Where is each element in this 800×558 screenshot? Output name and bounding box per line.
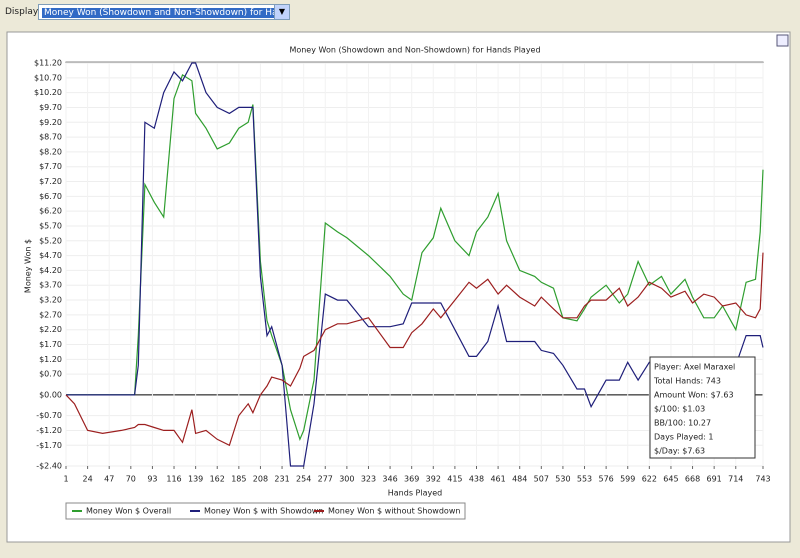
x-tick-label: 277 — [318, 475, 333, 484]
x-tick-label: 530 — [555, 475, 570, 484]
x-tick-label: 714 — [728, 475, 743, 484]
chart-title: Money Won (Showdown and Non-Showdown) fo… — [289, 46, 540, 55]
tooltip-line: Player: Axel Maraxel — [654, 363, 735, 372]
x-tick-label: 231 — [274, 475, 289, 484]
dropdown-arrow[interactable]: ▼ — [274, 5, 289, 19]
y-tick-label: $2.70 — [39, 310, 62, 319]
x-tick-label: 208 — [253, 475, 268, 484]
x-tick-label: 1 — [63, 475, 68, 484]
plot-area — [65, 61, 764, 467]
x-tick-label: 645 — [663, 475, 678, 484]
y-tick-label: -$1.20 — [36, 426, 62, 435]
legend-label: Money Won $ without Showdown — [328, 507, 460, 516]
x-tick-label: 743 — [755, 475, 770, 484]
legend-label: Money Won $ with Showdown — [204, 507, 323, 516]
tooltip-line: BB/100: 10.27 — [654, 419, 711, 428]
x-tick-label: 392 — [426, 475, 441, 484]
y-tick-label: $6.20 — [39, 207, 62, 216]
y-tick-label: $6.70 — [39, 192, 62, 201]
x-tick-label: 507 — [534, 475, 549, 484]
x-tick-label: 323 — [361, 475, 376, 484]
y-tick-label: $0.70 — [39, 370, 62, 379]
x-axis-label: Hands Played — [388, 489, 442, 498]
y-axis-label: Money Won $ — [24, 239, 33, 293]
chart: Money Won (Showdown and Non-Showdown) fo… — [6, 31, 791, 543]
x-tick-label: 70 — [126, 475, 136, 484]
y-tick-label: $4.70 — [39, 251, 62, 260]
tooltip-line: $/Day: $7.63 — [654, 447, 705, 456]
series-line — [65, 252, 764, 447]
tooltip — [649, 356, 756, 459]
x-tick-label: 116 — [166, 475, 181, 484]
x-tick-label: 691 — [707, 475, 722, 484]
series-line — [66, 73, 764, 442]
x-tick-label: 300 — [339, 475, 354, 484]
x-tick-label: 599 — [620, 475, 635, 484]
tooltip-line: $/100: $1.03 — [654, 405, 705, 414]
legend — [65, 502, 466, 520]
legend-label: Money Won $ Overall — [86, 507, 171, 516]
y-tick-label: $9.70 — [39, 103, 62, 112]
y-tick-label: -$2.40 — [36, 462, 62, 471]
x-tick-label: 162 — [210, 475, 225, 484]
x-tick-label: 668 — [685, 475, 700, 484]
y-tick-label: -$1.70 — [36, 441, 62, 450]
y-tick-label: $3.70 — [39, 281, 62, 290]
toolbar: Display: Money Won (Showdown and Non-Sho… — [0, 0, 800, 26]
tooltip-line: Total Hands: 743 — [653, 377, 721, 386]
y-tick-label: $1.70 — [39, 340, 62, 349]
y-tick-label: $5.20 — [39, 236, 62, 245]
y-tick-label: $5.70 — [39, 221, 62, 230]
y-tick-label: $8.20 — [39, 147, 62, 156]
x-tick-label: 622 — [642, 475, 657, 484]
x-tick-label: 576 — [598, 475, 613, 484]
y-tick-label: $10.70 — [34, 73, 62, 82]
y-tick-label: $2.20 — [39, 325, 62, 334]
x-tick-label: 553 — [577, 475, 592, 484]
y-tick-label: $7.70 — [39, 162, 62, 171]
x-tick-label: 369 — [404, 475, 419, 484]
x-tick-label: 484 — [512, 475, 527, 484]
y-tick-label: $9.20 — [39, 118, 62, 127]
tooltip-line: Days Played: 1 — [654, 433, 714, 442]
y-tick-label: $3.20 — [39, 296, 62, 305]
x-tick-label: 438 — [469, 475, 484, 484]
x-tick-label: 415 — [447, 475, 462, 484]
display-label: Display: — [5, 7, 41, 17]
display-select[interactable]: Money Won (Showdown and Non-Showdown) fo… — [38, 4, 290, 20]
x-tick-label: 47 — [104, 475, 114, 484]
y-tick-label: $4.20 — [39, 266, 62, 275]
y-tick-label: $8.70 — [39, 133, 62, 142]
expand-icon[interactable] — [776, 34, 789, 47]
y-tick-label: $10.20 — [34, 88, 62, 97]
x-tick-label: 93 — [147, 475, 157, 484]
x-tick-label: 254 — [296, 475, 311, 484]
x-tick-label: 139 — [188, 475, 203, 484]
y-tick-label: $7.20 — [39, 177, 62, 186]
x-tick-label: 346 — [382, 475, 397, 484]
y-tick-label: -$0.70 — [36, 411, 62, 420]
x-tick-label: 185 — [231, 475, 246, 484]
y-tick-label: $11.20 — [34, 59, 62, 68]
y-tick-label: $1.20 — [39, 355, 62, 364]
x-tick-label: 461 — [490, 475, 505, 484]
y-tick-label: $0.00 — [39, 390, 62, 399]
display-selected: Money Won (Showdown and Non-Showdown) fo… — [42, 8, 289, 18]
tooltip-line: Amount Won: $7.63 — [654, 391, 734, 400]
x-tick-label: 24 — [83, 475, 93, 484]
